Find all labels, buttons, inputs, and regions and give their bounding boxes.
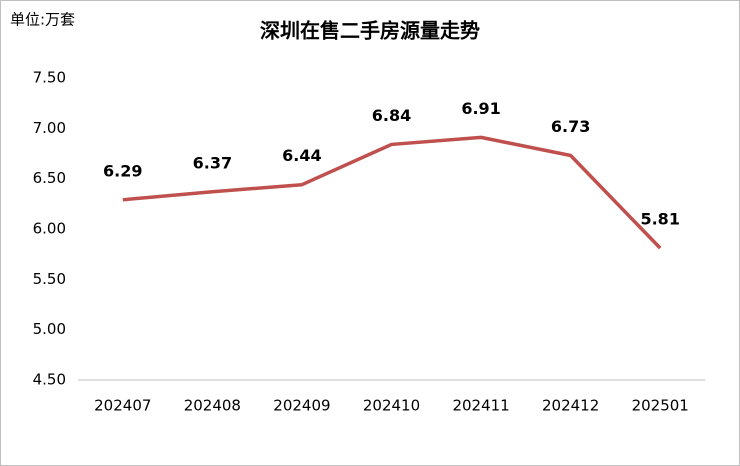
x-tick-label: 202501 (632, 397, 689, 415)
chart-title: 深圳在售二手房源量走势 (260, 19, 480, 43)
y-tick-label: 6.00 (33, 220, 66, 238)
y-tick-label: 7.50 (33, 69, 66, 87)
y-tick-label: 4.50 (33, 371, 66, 389)
y-tick-label: 6.50 (33, 169, 66, 187)
y-tick-label: 5.50 (33, 270, 66, 288)
x-tick-label: 202411 (452, 397, 509, 415)
series-line (122, 135, 662, 250)
x-tick-label: 202410 (363, 397, 420, 415)
data-label: 5.81 (640, 210, 679, 229)
y-tick-label: 7.00 (33, 119, 66, 137)
x-tick-label: 202409 (273, 397, 330, 415)
data-label: 6.29 (103, 161, 142, 180)
x-tick-label: 202412 (542, 397, 599, 415)
data-label: 6.84 (372, 106, 411, 125)
data-label: 6.73 (551, 117, 590, 136)
x-tick-label: 202408 (184, 397, 241, 415)
x-tick-label: 202407 (94, 397, 151, 415)
data-label: 6.37 (193, 153, 232, 172)
y-tick-label: 5.00 (33, 320, 66, 338)
data-label: 6.44 (282, 146, 321, 165)
unit-label: 单位:万套 (10, 11, 75, 29)
data-label: 6.91 (461, 99, 500, 118)
